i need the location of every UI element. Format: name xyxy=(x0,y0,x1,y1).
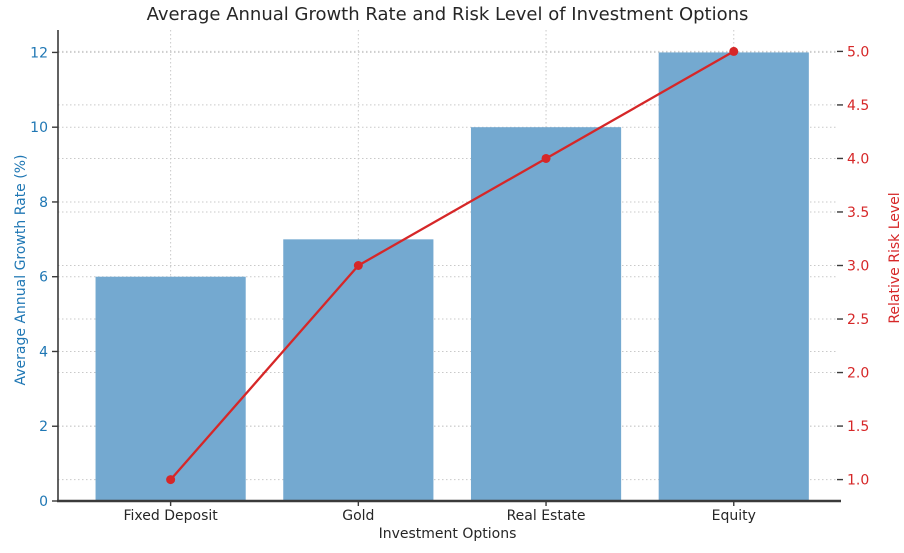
x-axis-tick-label: Real Estate xyxy=(507,508,586,524)
left-axis-tick-label: 10 xyxy=(30,120,48,136)
right-axis-tick-label: 2.0 xyxy=(847,366,869,382)
right-axis-tick-label: 2.5 xyxy=(847,312,869,328)
left-axis-tick-label: 4 xyxy=(39,344,48,360)
growth-bar xyxy=(470,127,622,501)
growth-bar xyxy=(95,276,246,501)
right-axis-tick-label: 4.5 xyxy=(847,98,869,114)
risk-line xyxy=(169,50,735,481)
right-axis-tick-label: 5.0 xyxy=(847,44,869,60)
chart-title: Average Annual Growth Rate and Risk Leve… xyxy=(146,4,749,25)
risk-point xyxy=(166,475,176,485)
right-y-axis-title: Relative Risk Level xyxy=(887,192,903,324)
left-y-axis-title: Average Annual Growth Rate (%) xyxy=(13,154,29,386)
risk-point xyxy=(729,46,739,56)
right-axis-tick-label: 1.0 xyxy=(847,473,869,489)
right-axis-tick-label: 1.5 xyxy=(847,419,869,435)
left-axis-tick-label: 6 xyxy=(39,270,48,286)
right-axis-tick-label: 3.5 xyxy=(847,205,869,221)
x-axis-tick-label: Gold xyxy=(342,508,374,524)
right-axis-tick-label: 4.0 xyxy=(847,151,869,167)
right-axis-tick-label: 3.0 xyxy=(847,259,869,275)
left-axis-tick-label: 8 xyxy=(39,195,48,211)
x-axis-tick-label: Equity xyxy=(712,508,756,524)
left-axis-tick-label: 0 xyxy=(39,494,48,510)
left-axis-tick-label: 2 xyxy=(39,419,48,435)
left-axis-tick-label: 12 xyxy=(30,45,48,61)
x-axis-tick-label: Fixed Deposit xyxy=(124,508,219,524)
growth-bar xyxy=(283,239,434,502)
risk-point xyxy=(541,153,551,163)
x-axis-title: Investment Options xyxy=(378,526,517,542)
growth-bar xyxy=(658,52,809,502)
risk-point xyxy=(353,261,363,270)
